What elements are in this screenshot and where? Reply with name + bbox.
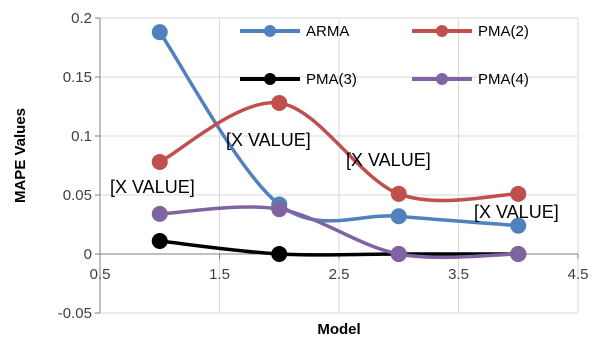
- data-point-pma-2: [390, 185, 407, 202]
- y-tick-label: 0.05: [63, 187, 92, 204]
- y-tick-label: -0.05: [58, 305, 92, 322]
- y-tick-label: 0.1: [71, 128, 92, 145]
- data-label: [X VALUE]: [110, 177, 195, 197]
- data-point-arma: [390, 208, 407, 225]
- data-point-pma-4: [151, 205, 168, 222]
- series-line-pma-2: [158, 101, 520, 203]
- legend-swatch-marker: [264, 73, 276, 85]
- legend-label: PMA(4): [478, 71, 529, 88]
- data-labels: [X VALUE] [X VALUE] [X VALUE] [X VALUE]: [110, 130, 559, 222]
- y-axis-title: MAPE Values: [12, 108, 29, 203]
- data-point-arma: [510, 217, 527, 234]
- y-tick-label: 0.2: [71, 10, 92, 27]
- legend-swatch-marker: [436, 25, 448, 37]
- legend-swatch-marker: [436, 73, 448, 85]
- legend-swatch-marker: [264, 25, 276, 37]
- data-point-pma-4: [510, 246, 527, 262]
- y-tick-label: 0.15: [63, 69, 92, 86]
- x-tick-label: 3.5: [448, 266, 469, 283]
- legend-item: PMA(3): [240, 71, 357, 88]
- legend-label: ARMA: [306, 23, 349, 40]
- x-tick-label: 4.5: [568, 266, 589, 283]
- legend-item: ARMA: [240, 23, 349, 40]
- data-point-pma-3: [271, 246, 288, 262]
- series-line-pma-3: [158, 239, 520, 257]
- y-tick-label: 0: [84, 246, 92, 263]
- x-tick-label: 0.5: [90, 266, 111, 283]
- data-label: [X VALUE]: [474, 202, 559, 222]
- x-axis-title: Model: [317, 321, 360, 338]
- data-point-pma-3: [151, 233, 168, 250]
- legend-label: PMA(2): [478, 23, 529, 40]
- data-label: [X VALUE]: [226, 130, 311, 150]
- data-point-arma: [151, 24, 168, 41]
- data-point-pma-4: [390, 246, 407, 262]
- data-point-pma-2: [271, 94, 288, 111]
- data-point-pma-4: [271, 201, 288, 218]
- legend-label: PMA(3): [306, 71, 357, 88]
- legend-item: PMA(2): [412, 23, 529, 40]
- axes: -0.05 0 0.05 0.1 0.15 0.2 0.5 1.5 2.5 3.5 4.5: [58, 10, 589, 322]
- data-point-pma-2: [510, 185, 527, 202]
- series-lines: [151, 24, 527, 262]
- series-line-pma-4: [158, 205, 520, 260]
- data-label: [X VALUE]: [346, 150, 431, 170]
- x-tick-label: 2.5: [329, 266, 350, 283]
- legend: ARMA PMA(2) PMA(3) PMA(4): [240, 23, 529, 88]
- legend-item: PMA(4): [412, 71, 529, 88]
- x-tick-label: 1.5: [209, 266, 230, 283]
- data-point-pma-2: [151, 153, 168, 170]
